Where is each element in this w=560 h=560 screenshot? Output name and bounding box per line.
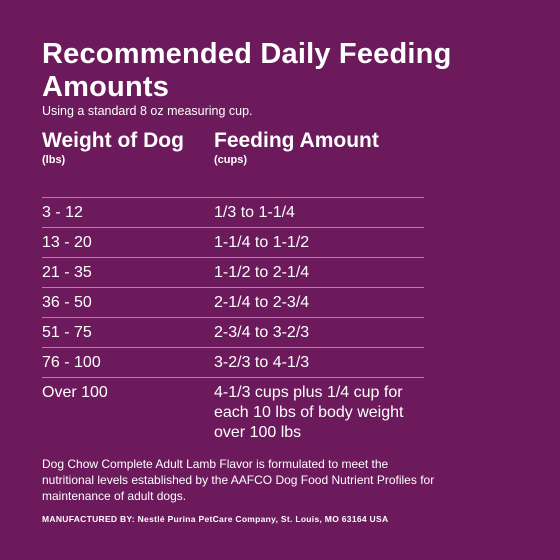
manufacturer-line: MANUFACTURED BY: Nestlé Purina PetCare C… [42, 514, 389, 524]
table-row: 51 - 75 2-3/4 to 3-2/3 [42, 318, 424, 348]
amount-cell: 4-1/3 cups plus 1/4 cup for each 10 lbs … [214, 384, 404, 441]
table-row: 36 - 50 2-1/4 to 2-3/4 [42, 288, 424, 318]
measuring-cup-note: Using a standard 8 oz measuring cup. [42, 104, 253, 118]
feeding-unit-label: (cups) [214, 154, 247, 166]
weight-cell: 76 - 100 [42, 353, 101, 371]
weight-cell: 51 - 75 [42, 323, 92, 341]
weight-column-header: Weight of Dog (lbs) [42, 130, 202, 167]
table-row: 21 - 35 1-1/2 to 2-1/4 [42, 258, 424, 288]
amount-cell: 1/3 to 1-1/4 [214, 203, 295, 221]
weight-cell: 13 - 20 [42, 233, 92, 251]
amount-cell: 1-1/4 to 1-1/2 [214, 233, 310, 251]
weight-cell: 36 - 50 [42, 293, 92, 311]
feeding-header-label: Feeding Amount [214, 129, 379, 152]
weight-cell: 3 - 12 [42, 203, 83, 221]
weight-cell: 21 - 35 [42, 263, 92, 281]
amount-cell: 3-2/3 to 4-1/3 [214, 353, 310, 371]
table-row: 3 - 12 1/3 to 1-1/4 [42, 198, 424, 228]
amount-cell: 1-1/2 to 2-1/4 [214, 263, 310, 281]
weight-cell: Over 100 [42, 384, 108, 401]
amount-cell: 2-3/4 to 3-2/3 [214, 323, 310, 341]
weight-header-label: Weight of Dog [42, 129, 184, 152]
page-title: Recommended Daily Feeding Amounts [42, 38, 452, 103]
weight-unit-label: (lbs) [42, 154, 66, 166]
amount-cell: 2-1/4 to 2-3/4 [214, 293, 310, 311]
aafco-statement: Dog Chow Complete Adult Lamb Flavor is f… [42, 457, 435, 503]
feeding-column-header: Feeding Amount (cups) [214, 130, 414, 167]
table-row: 76 - 100 3-2/3 to 4-1/3 [42, 348, 424, 378]
feeding-table: 3 - 12 1/3 to 1-1/4 13 - 20 1-1/4 to 1-1… [42, 197, 424, 448]
table-row: Over 100 4-1/3 cups plus 1/4 cup for eac… [42, 378, 424, 448]
table-row: 13 - 20 1-1/4 to 1-1/2 [42, 228, 424, 258]
